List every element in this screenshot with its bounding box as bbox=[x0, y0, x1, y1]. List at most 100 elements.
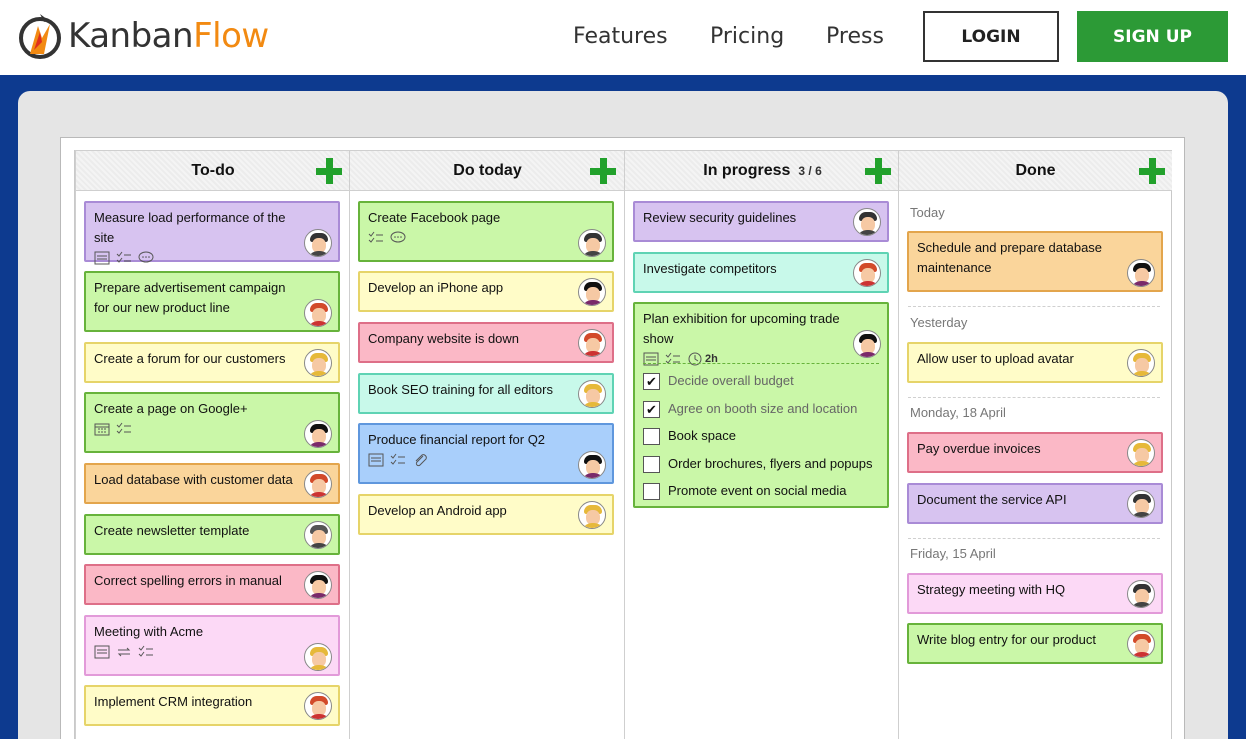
task-title: Review security guidelines bbox=[643, 210, 797, 225]
task-title: Strategy meeting with HQ bbox=[917, 582, 1066, 597]
subtasks-divider bbox=[643, 363, 879, 364]
task-card[interactable]: Create a page on Google+ bbox=[84, 392, 340, 453]
task-card[interactable]: Meeting with Acme bbox=[84, 615, 340, 676]
signup-button[interactable]: SIGN UP bbox=[1077, 11, 1228, 62]
calendar-icon bbox=[94, 423, 110, 436]
user-avatar bbox=[853, 259, 881, 287]
user-avatar bbox=[1127, 580, 1155, 608]
user-avatar bbox=[578, 451, 606, 479]
task-card-expanded[interactable]: Plan exhibition for upcoming trade show … bbox=[633, 302, 889, 508]
task-card[interactable]: Measure load performance of the site bbox=[84, 201, 340, 265]
comments-icon bbox=[138, 251, 154, 263]
user-avatar bbox=[304, 470, 332, 498]
user-avatar bbox=[1127, 439, 1155, 467]
task-card[interactable]: Correct spelling errors in manual bbox=[84, 564, 340, 605]
add-task-icon[interactable] bbox=[865, 158, 891, 184]
task-title: Document the service API bbox=[917, 492, 1067, 507]
login-button[interactable]: LOGIN bbox=[923, 11, 1059, 62]
task-card[interactable]: Review security guidelines bbox=[633, 201, 889, 242]
user-avatar bbox=[578, 278, 606, 306]
task-card[interactable]: Strategy meeting with HQ bbox=[907, 573, 1163, 614]
task-card[interactable]: Create Facebook page bbox=[358, 201, 614, 262]
task-title: Book SEO training for all editors bbox=[368, 382, 553, 397]
column-title: In progress bbox=[703, 161, 791, 179]
subtask-checkbox[interactable] bbox=[643, 455, 660, 473]
subtask-label: Agree on booth size and location bbox=[668, 401, 858, 416]
column-in-progress: In progress 3 / 6 bbox=[624, 150, 900, 739]
subtask-row[interactable]: ✔ Decide overall budget bbox=[643, 371, 794, 391]
nav-press-link[interactable]: Press bbox=[826, 24, 884, 49]
task-card[interactable]: Book SEO training for all editors bbox=[358, 373, 614, 414]
task-card[interactable]: Create a forum for our customers bbox=[84, 342, 340, 383]
date-group-label: Monday, 18 April bbox=[910, 405, 1006, 420]
subtask-checkbox[interactable] bbox=[643, 427, 660, 445]
nav-pricing-link[interactable]: Pricing bbox=[710, 24, 785, 49]
date-divider bbox=[908, 306, 1160, 307]
subtask-row[interactable]: Promote event on social media bbox=[643, 481, 846, 501]
task-card[interactable]: Develop an iPhone app bbox=[358, 271, 614, 312]
clock-icon bbox=[688, 352, 702, 366]
task-title: Implement CRM integration bbox=[94, 694, 253, 709]
user-avatar bbox=[304, 420, 332, 448]
subtask-label: Order brochures, flyers and popups bbox=[668, 456, 873, 471]
task-title: Create a page on Google+ bbox=[94, 401, 248, 416]
task-card[interactable]: Develop an Android app bbox=[358, 494, 614, 535]
task-card[interactable]: Write blog entry for our product bbox=[907, 623, 1163, 664]
user-avatar bbox=[578, 380, 606, 408]
task-title: Correct spelling errors in manual bbox=[94, 573, 282, 588]
subtask-checkbox-checked[interactable]: ✔ bbox=[643, 400, 660, 418]
subtasks-icon bbox=[138, 645, 153, 657]
task-card[interactable]: Load database with customer data bbox=[84, 463, 340, 504]
task-title: Plan exhibition for upcoming trade show bbox=[643, 311, 840, 346]
task-title: Company website is down bbox=[368, 331, 520, 346]
kanbanflow-logo[interactable]: KanbanFlow bbox=[18, 8, 269, 64]
comments-icon bbox=[390, 231, 406, 243]
user-avatar bbox=[1127, 630, 1155, 658]
date-divider bbox=[908, 538, 1160, 539]
top-navigation-bar: KanbanFlow Features Pricing Press LOGIN … bbox=[0, 0, 1246, 75]
task-title: Schedule and prepare database maintenanc… bbox=[917, 240, 1103, 275]
task-card[interactable]: Company website is down bbox=[358, 322, 614, 363]
subtask-checkbox-checked[interactable]: ✔ bbox=[643, 372, 660, 390]
add-task-icon[interactable] bbox=[590, 158, 616, 184]
nav-features-link[interactable]: Features bbox=[573, 24, 668, 49]
user-avatar bbox=[304, 349, 332, 377]
attachment-icon bbox=[415, 454, 427, 467]
subtask-row[interactable]: Order brochures, flyers and popups bbox=[643, 454, 873, 474]
description-icon bbox=[643, 352, 659, 366]
task-title: Allow user to upload avatar bbox=[917, 351, 1074, 366]
add-task-icon[interactable] bbox=[1139, 158, 1165, 184]
user-avatar bbox=[578, 329, 606, 357]
task-card[interactable]: Pay overdue invoices bbox=[907, 432, 1163, 473]
user-avatar bbox=[1127, 349, 1155, 377]
date-group-label: Yesterday bbox=[910, 315, 968, 330]
task-title: Create Facebook page bbox=[368, 210, 501, 225]
task-title: Produce financial report for Q2 bbox=[368, 432, 546, 447]
task-card[interactable]: Investigate competitors bbox=[633, 252, 889, 293]
subtasks-icon bbox=[390, 453, 405, 465]
task-card[interactable]: Produce financial report for Q2 bbox=[358, 423, 614, 484]
logo-text-kanban: Kanban bbox=[68, 16, 194, 56]
user-avatar bbox=[1127, 490, 1155, 518]
subtask-label: Promote event on social media bbox=[668, 483, 847, 498]
subtask-row[interactable]: ✔ Agree on booth size and location bbox=[643, 399, 857, 419]
subtask-row[interactable]: Book space bbox=[643, 426, 736, 446]
task-card[interactable]: Create newsletter template bbox=[84, 514, 340, 555]
description-icon bbox=[94, 645, 110, 659]
task-card[interactable]: Implement CRM integration bbox=[84, 685, 340, 726]
date-group-label: Today bbox=[910, 205, 945, 220]
task-card[interactable]: Allow user to upload avatar bbox=[907, 342, 1163, 383]
description-icon bbox=[94, 251, 110, 265]
column-title: To-do bbox=[191, 161, 235, 179]
subtask-checkbox[interactable] bbox=[643, 482, 660, 500]
user-avatar bbox=[578, 229, 606, 257]
column-todo: To-do bbox=[75, 150, 350, 739]
logo-icon bbox=[19, 14, 61, 59]
task-card[interactable]: Schedule and prepare database maintenanc… bbox=[907, 231, 1163, 292]
task-title: Investigate competitors bbox=[643, 261, 777, 276]
task-card[interactable]: Document the service API bbox=[907, 483, 1163, 524]
task-title: Load database with customer data bbox=[94, 472, 293, 487]
add-task-icon[interactable] bbox=[316, 158, 342, 184]
task-title: Pay overdue invoices bbox=[917, 441, 1041, 456]
task-card[interactable]: Prepare advertisement campaign for our n… bbox=[84, 271, 340, 332]
